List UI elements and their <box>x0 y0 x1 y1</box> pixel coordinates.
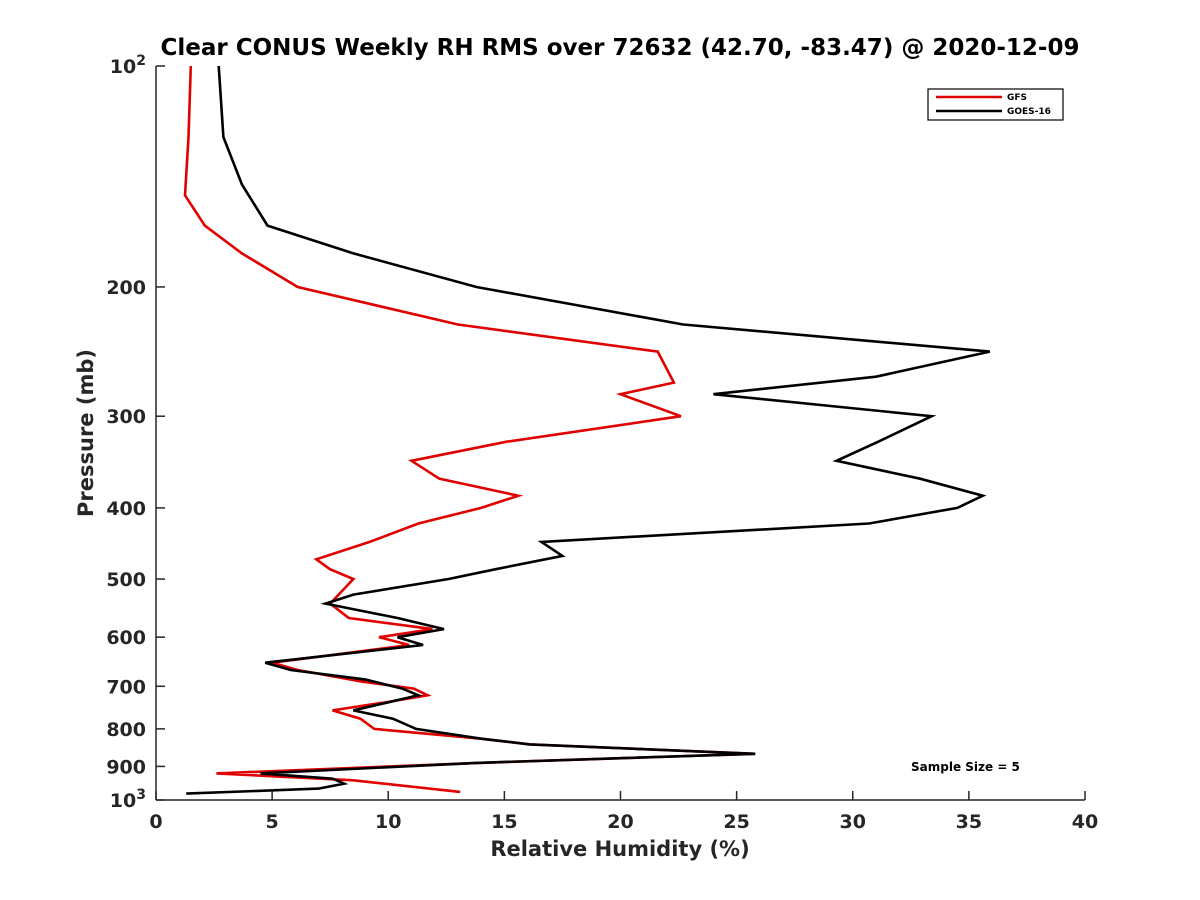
x-tick-label: 25 <box>723 811 749 833</box>
legend-label-gfs: GFS <box>1007 93 1027 103</box>
plot-area <box>155 66 1085 801</box>
legend-label-goes16: GOES-16 <box>1007 107 1051 117</box>
x-tick-label: 40 <box>1072 811 1098 833</box>
x-tick-label: 35 <box>956 811 982 833</box>
x-tick-label: 5 <box>266 811 279 833</box>
y-tick-label-base: 700 <box>106 676 146 698</box>
y-tick-label-base: 10 <box>110 790 136 812</box>
series-line-gfs <box>183 65 756 794</box>
y-tick-label: 900 <box>106 756 146 778</box>
y-tick-label: 600 <box>106 627 146 649</box>
x-axis-ticks: 0 5 10 15 20 25 30 35 40 <box>149 791 1098 833</box>
legend-box <box>927 88 1064 121</box>
y-tick-label-base: 400 <box>106 498 146 520</box>
y-tick-label-base: 600 <box>106 627 146 649</box>
y-tick-label-exponent: 3 <box>136 787 146 803</box>
y-tick-label-base: 200 <box>106 277 146 299</box>
x-tick-label: 30 <box>840 811 866 833</box>
y-tick-label-base: 300 <box>106 406 146 428</box>
x-tick-label: 20 <box>607 811 633 833</box>
legend: GFS GOES-16 <box>927 88 1064 121</box>
y-tick-label-exponent: 2 <box>136 53 146 69</box>
x-axis-label: Relative Humidity (%) <box>490 837 749 861</box>
chart-title: Clear CONUS Weekly RH RMS over 72632 (42… <box>161 35 1080 61</box>
y-axis-label: Pressure (mb) <box>74 349 98 517</box>
y-tick-label-base: 500 <box>106 569 146 591</box>
y-tick-label: 400 <box>106 498 146 520</box>
y-tick-label-base: 800 <box>106 719 146 741</box>
y-tick-label: 102 <box>110 53 146 78</box>
x-tick-label: 10 <box>375 811 401 833</box>
y-tick-label-base: 10 <box>110 56 136 78</box>
y-tick-label: 200 <box>106 277 146 299</box>
y-tick-label: 103 <box>110 787 146 812</box>
y-tick-label: 300 <box>106 406 146 428</box>
y-tick-label-base: 900 <box>106 756 146 778</box>
y-tick-label: 800 <box>106 719 146 741</box>
series-line-goes-16 <box>186 65 991 795</box>
y-tick-label: 500 <box>106 569 146 591</box>
plot-background <box>156 66 1085 800</box>
sample-size-annotation: Sample Size = 5 <box>911 760 1020 774</box>
y-tick-label: 700 <box>106 676 146 698</box>
x-tick-label: 0 <box>149 811 162 833</box>
series-layer <box>183 65 991 795</box>
x-tick-label: 15 <box>491 811 517 833</box>
